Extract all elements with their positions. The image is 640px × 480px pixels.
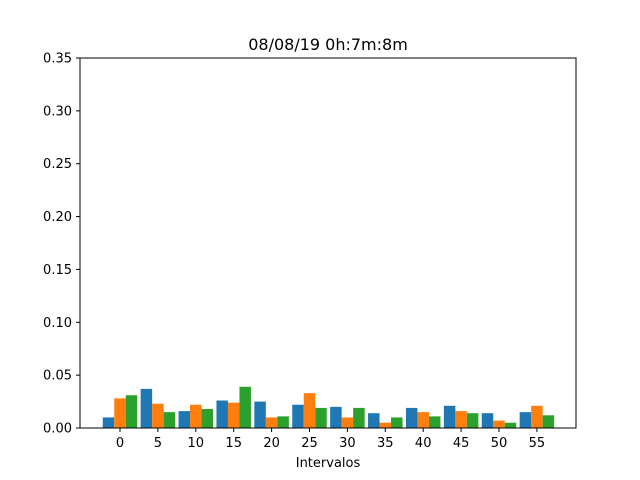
x-tick-label: 30 xyxy=(339,436,356,451)
bar-series-3-40 xyxy=(428,416,441,428)
x-tick-label: 25 xyxy=(301,436,318,451)
bar-series-2-10 xyxy=(190,404,202,428)
x-tick-label: 15 xyxy=(225,436,242,451)
x-tick-label: 50 xyxy=(491,436,508,451)
bar-series-1-50 xyxy=(481,413,494,428)
x-axis-label: Intervalos xyxy=(296,456,361,471)
bar-series-2-55 xyxy=(531,405,543,428)
bar-series-1-55 xyxy=(519,412,532,428)
x-tick-label: 55 xyxy=(529,436,546,451)
y-tick-label: 0.30 xyxy=(43,104,72,119)
y-tick-label: 0.05 xyxy=(43,369,72,384)
bar-series-3-50 xyxy=(504,422,517,428)
bar-series-3-20 xyxy=(277,416,289,428)
bar-series-3-25 xyxy=(315,407,327,428)
x-tick-label: 40 xyxy=(415,436,432,451)
bar-series-3-5 xyxy=(163,412,176,428)
x-tick-label: 20 xyxy=(263,436,280,451)
y-tick-label: 0.20 xyxy=(43,210,72,225)
bar-series-2-0 xyxy=(114,398,126,428)
bar-series-1-40 xyxy=(405,407,418,428)
bar-series-1-10 xyxy=(178,411,191,428)
bar-series-2-15 xyxy=(227,402,240,428)
bar-series-1-45 xyxy=(443,405,456,428)
bar-series-3-55 xyxy=(542,415,555,428)
plot-frame xyxy=(79,57,577,429)
x-tick-label: 0 xyxy=(116,436,124,451)
bar-series-1-5 xyxy=(140,388,153,428)
bar-series-2-45 xyxy=(455,411,467,428)
bar-series-2-50 xyxy=(493,420,505,428)
x-tick-label: 45 xyxy=(453,436,470,451)
bar-series-2-5 xyxy=(152,403,164,428)
bar-series-3-0 xyxy=(125,395,138,428)
bar-series-2-40 xyxy=(417,412,429,428)
bar-series-1-20 xyxy=(254,401,266,428)
bar-series-3-45 xyxy=(466,413,479,428)
x-tick-label: 10 xyxy=(188,436,205,451)
bar-series-2-35 xyxy=(379,422,392,428)
bar-series-3-15 xyxy=(239,386,251,428)
plot-area xyxy=(80,58,576,428)
bar-series-1-0 xyxy=(102,417,115,428)
bar-series-3-30 xyxy=(353,407,365,428)
y-tick-label: 0.00 xyxy=(43,422,72,437)
bar-series-2-20 xyxy=(265,417,278,428)
y-tick-label: 0.35 xyxy=(43,52,72,67)
chart-title: 08/08/19 0h:7m:8m xyxy=(248,35,408,54)
bar-series-1-30 xyxy=(330,406,342,428)
y-tick-label: 0.25 xyxy=(43,157,72,172)
x-axis-ticks: 0 5 10 15 20 25 30 35 40 45 50 55 xyxy=(116,428,545,451)
x-tick-label: 5 xyxy=(154,436,162,451)
bar-series-1-35 xyxy=(368,413,380,428)
bar-series-1-25 xyxy=(292,404,304,428)
bar-series-3-10 xyxy=(201,408,214,428)
x-tick-label: 35 xyxy=(377,436,394,451)
bars-layer xyxy=(102,386,555,428)
bar-series-1-15 xyxy=(216,400,228,428)
bar-series-3-35 xyxy=(391,417,403,428)
y-axis-ticks: 0.00 0.05 0.10 0.15 0.20 0.25 0.30 0.35 xyxy=(43,52,80,437)
bar-series-2-25 xyxy=(303,393,316,428)
y-tick-label: 0.10 xyxy=(43,316,72,331)
bar-series-2-30 xyxy=(341,417,354,428)
y-tick-label: 0.15 xyxy=(43,263,72,278)
